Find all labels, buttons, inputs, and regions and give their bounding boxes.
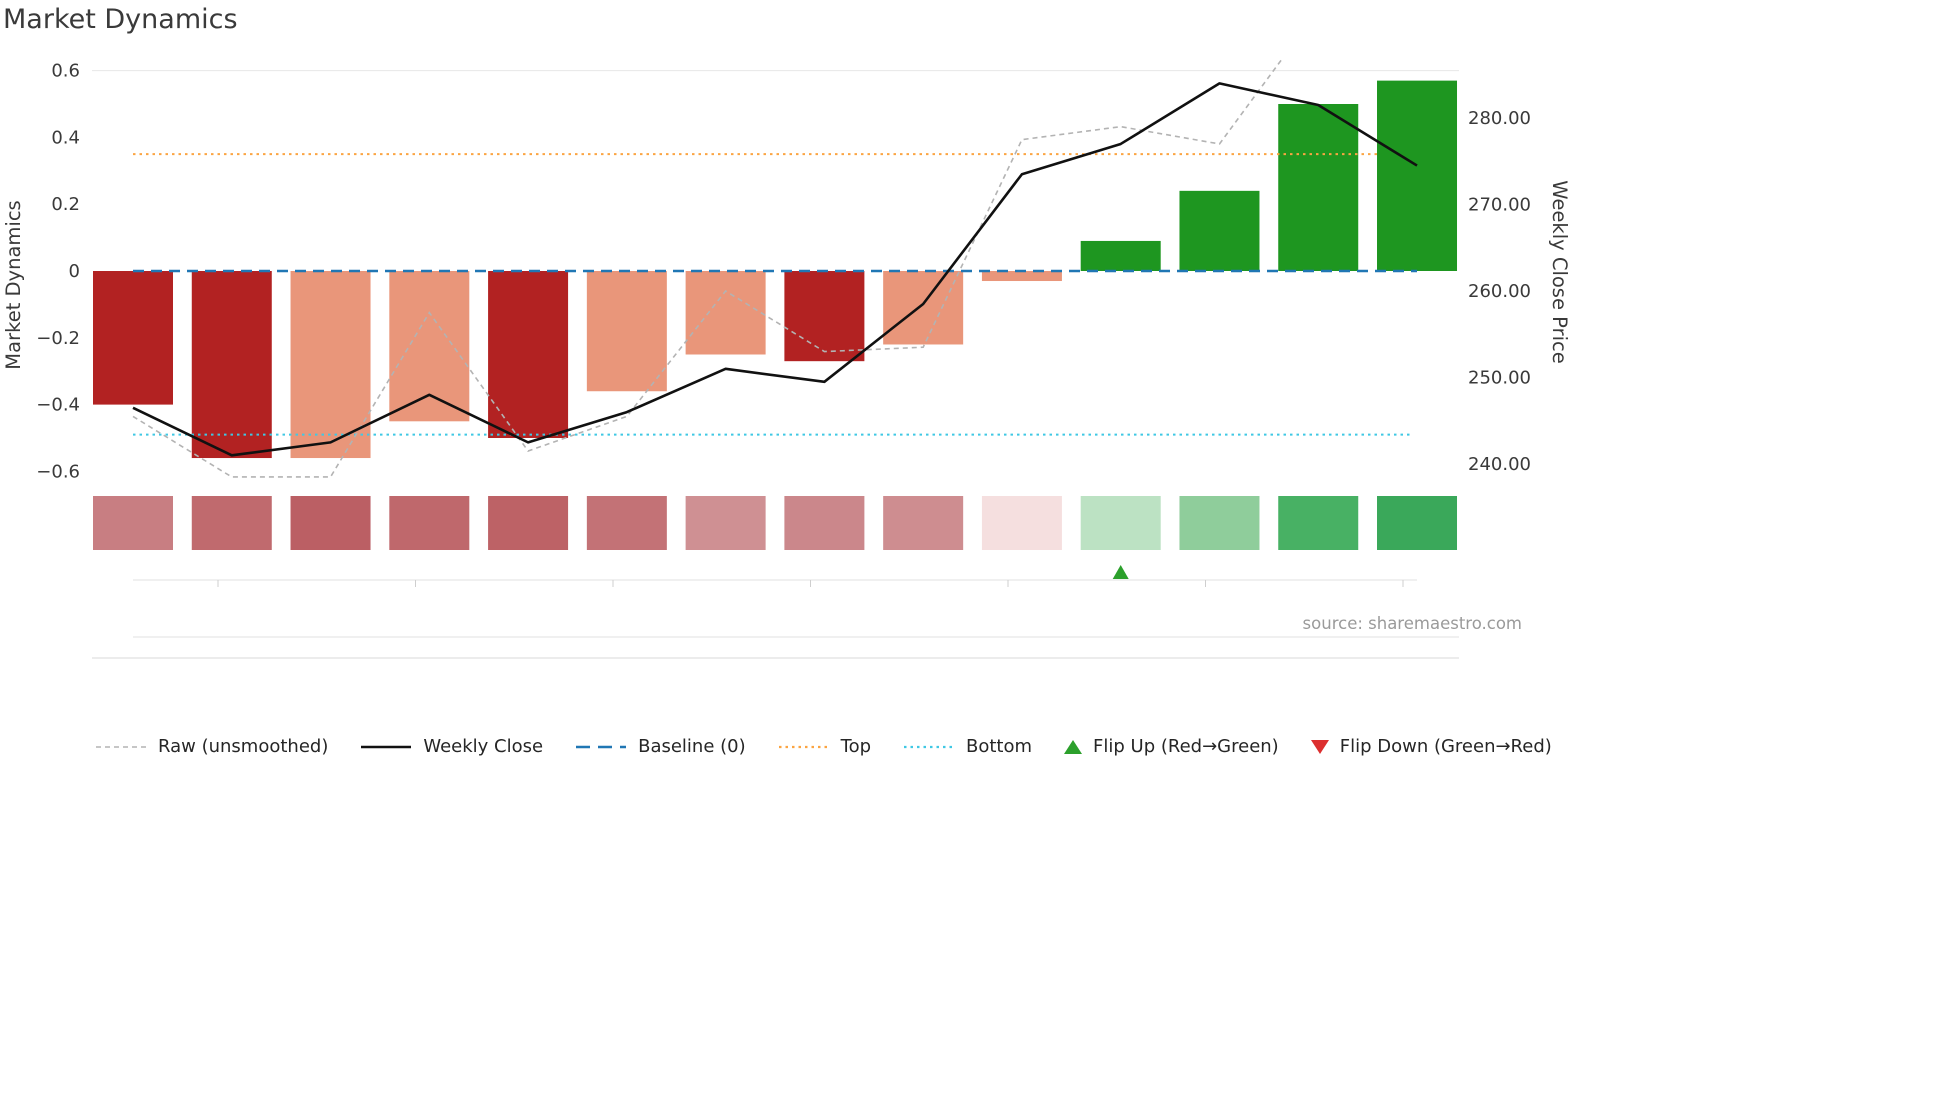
right-axis-tick-label: 270.00: [1468, 195, 1531, 216]
heatmap-cell: [883, 496, 964, 550]
legend-label-flip-up: Flip Up (Red→Green): [1093, 736, 1279, 757]
chart-legend: Raw (unsmoothed) Weekly Close Baseline (…: [95, 736, 1552, 757]
heatmap-cell: [488, 496, 569, 550]
legend-label-weekly-close: Weekly Close: [423, 736, 544, 757]
left-axis-tick-label: −0.4: [36, 395, 80, 416]
legend-item-bottom: Bottom: [903, 736, 1032, 757]
heatmap-cell: [1080, 496, 1161, 550]
right-axis-title: Weekly Close Price: [1548, 180, 1571, 363]
legend-item-raw: Raw (unsmoothed): [95, 736, 328, 757]
legend-item-flip-down: Flip Down (Green→Red): [1310, 736, 1552, 757]
left-axis-tick-label: 0: [69, 261, 80, 282]
dynamics-bars: [93, 80, 1458, 459]
dynamics-bar: [1377, 80, 1458, 272]
heatmap-cell: [191, 496, 272, 550]
page-title: Market Dynamics: [3, 4, 238, 35]
market-dynamics-chart: 0.6 0.4 0.2 0 −0.2 −0.4 −0.6 280.00 270.00 260.00…: [2, 58, 1571, 659]
solid-line-icon: [361, 745, 412, 748]
heatmap-cell: [93, 496, 173, 550]
baseline-dashed-line-icon: [576, 745, 627, 748]
heatmap-cell: [586, 496, 667, 550]
dynamics-bar: [290, 271, 371, 459]
left-axis-tick-label: 0.2: [51, 194, 80, 215]
legend-label-top: Top: [840, 736, 872, 757]
dynamics-bar: [93, 271, 173, 405]
legend-item-baseline: Baseline (0): [575, 736, 746, 757]
left-axis-tick-label: 0.4: [51, 127, 80, 148]
flip-up-triangle-icon: [1064, 739, 1083, 754]
legend-item-flip-up: Flip Up (Red→Green): [1064, 736, 1279, 757]
heatmap-cell: [981, 496, 1062, 550]
legend-item-weekly-close: Weekly Close: [360, 736, 543, 757]
heatmap-cell: [685, 496, 766, 550]
right-axis-tick-label: 280.00: [1468, 108, 1531, 129]
heatmap-cell: [1179, 496, 1260, 550]
raw-unsmoothed-line: [132, 58, 1284, 478]
heatmap-cell: [1278, 496, 1359, 550]
raw-dashed-line-icon: [96, 745, 146, 748]
heatmap-cell: [290, 496, 371, 550]
left-axis-title: Market Dynamics: [2, 200, 25, 369]
dynamics-bar: [1179, 190, 1260, 271]
bottom-dotted-line-icon: [904, 745, 955, 748]
dynamics-bar: [784, 271, 865, 362]
dynamics-bar: [981, 271, 1062, 282]
right-axis-tick-label: 250.00: [1468, 368, 1531, 389]
legend-label-bottom: Bottom: [966, 736, 1033, 757]
heatmap-strip: [93, 496, 1458, 550]
dynamics-bar: [883, 271, 964, 345]
dynamics-bar: [191, 271, 272, 459]
dynamics-bar: [488, 271, 569, 438]
flip-down-triangle-icon: [1310, 739, 1329, 754]
left-axis-tick-label: −0.6: [36, 461, 80, 482]
left-axis-tick-label: −0.2: [36, 328, 80, 349]
legend-label-raw: Raw (unsmoothed): [158, 736, 329, 757]
dynamics-bar: [1278, 104, 1359, 271]
flip-up-marker: [1112, 565, 1129, 579]
legend-item-top: Top: [778, 736, 871, 757]
heatmap-cell: [1377, 496, 1458, 550]
heatmap-cell: [784, 496, 865, 550]
legend-label-flip-down: Flip Down (Green→Red): [1339, 736, 1552, 757]
left-axis-tick-label: 0.6: [51, 61, 80, 82]
right-axis-tick-label: 260.00: [1468, 281, 1531, 302]
dynamics-bar: [1080, 240, 1161, 271]
weekly-close-line: [132, 82, 1418, 457]
dynamics-bar: [685, 271, 766, 355]
top-dotted-line-icon: [778, 745, 829, 748]
source-attribution: source: sharemaestro.com: [1302, 614, 1522, 633]
legend-label-baseline: Baseline (0): [638, 736, 746, 757]
dynamics-bar: [389, 271, 470, 422]
heatmap-cell: [389, 496, 470, 550]
right-axis-tick-label: 240.00: [1468, 454, 1531, 475]
dynamics-bar: [586, 271, 667, 392]
